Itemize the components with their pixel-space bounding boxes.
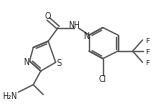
Text: F: F	[145, 38, 149, 44]
Text: Cl: Cl	[99, 74, 107, 83]
Text: NH: NH	[68, 21, 80, 30]
Text: H₂N: H₂N	[2, 91, 17, 100]
Text: N: N	[23, 57, 29, 66]
Text: F: F	[145, 49, 149, 55]
Text: N: N	[83, 31, 89, 40]
Text: F: F	[145, 60, 149, 66]
Text: S: S	[56, 58, 61, 67]
Text: O: O	[44, 12, 51, 21]
